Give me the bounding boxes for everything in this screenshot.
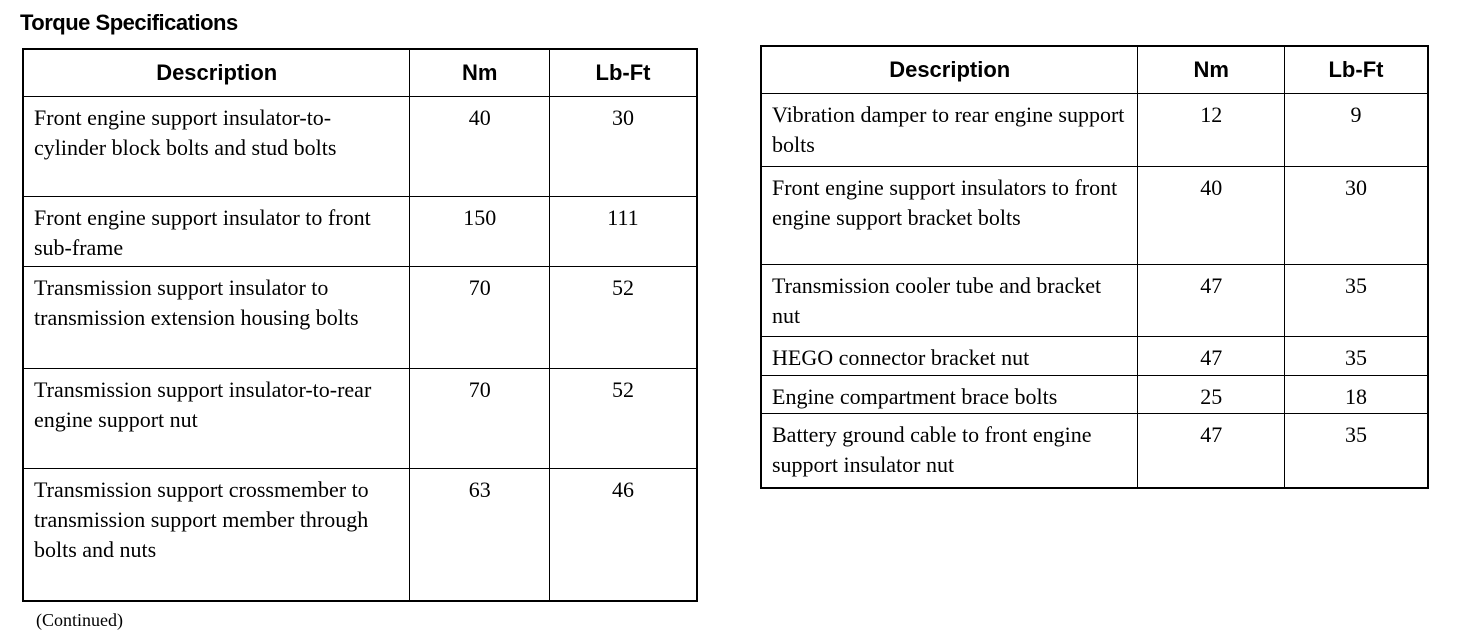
description-cell: Front engine support insulator to front … [22,195,411,267]
nm-cell: 70 [409,265,550,369]
table-row: Transmission support crossmember to tran… [22,467,698,602]
description-cell: Transmission cooler tube and bracket nut [760,263,1139,337]
header-nm: Nm [409,48,550,97]
torque-table-left: Description Nm Lb-Ft Front engine suppor… [22,48,698,602]
lbft-cell: 30 [1283,165,1429,265]
lbft-cell: 111 [548,195,698,267]
header-nm: Nm [1137,45,1285,94]
description-cell: Front engine support insulators to front… [760,165,1139,265]
header-row: Description Nm Lb-Ft [22,48,698,97]
lbft-cell: 52 [548,367,698,469]
torque-table-right: Description Nm Lb-Ft Vibration damper to… [760,45,1429,489]
header-lbft: Lb-Ft [1283,45,1429,94]
nm-cell: 47 [1137,263,1285,337]
table-row: Battery ground cable to front engine sup… [760,412,1429,489]
table-row: Transmission support insulator to transm… [22,265,698,369]
description-cell: HEGO connector bracket nut [760,335,1139,376]
description-cell: Transmission support insulator-to-rear e… [22,367,411,469]
table-row: Vibration damper to rear engine support … [760,92,1429,167]
nm-cell: 47 [1137,412,1285,489]
description-cell: Vibration damper to rear engine support … [760,92,1139,167]
nm-cell: 47 [1137,335,1285,376]
header-row: Description Nm Lb-Ft [760,45,1429,94]
description-cell: Battery ground cable to front engine sup… [760,412,1139,489]
lbft-cell: 18 [1283,374,1429,414]
nm-cell: 150 [409,195,550,267]
description-cell: Transmission support crossmember to tran… [22,467,411,602]
table-row: Transmission cooler tube and bracket nut… [760,263,1429,337]
table-row: Front engine support insulators to front… [760,165,1429,265]
table-row: HEGO connector bracket nut 47 35 [760,335,1429,376]
nm-cell: 25 [1137,374,1285,414]
description-cell: Front engine support insulator-to-cylind… [22,95,411,197]
table-row: Front engine support insulator-to-cylind… [22,95,698,197]
lbft-cell: 35 [1283,263,1429,337]
lbft-cell: 35 [1283,335,1429,376]
lbft-cell: 9 [1283,92,1429,167]
nm-cell: 63 [409,467,550,602]
nm-cell: 40 [1137,165,1285,265]
table-row: Transmission support insulator-to-rear e… [22,367,698,469]
lbft-cell: 35 [1283,412,1429,489]
page-title: Torque Specifications [20,10,238,35]
header-description: Description [22,48,411,97]
nm-cell: 12 [1137,92,1285,167]
description-cell: Transmission support insulator to transm… [22,265,411,369]
lbft-cell: 52 [548,265,698,369]
continued-note: (Continued) [36,610,123,630]
nm-cell: 70 [409,367,550,469]
description-cell: Engine compartment brace bolts [760,374,1139,414]
header-lbft: Lb-Ft [548,48,698,97]
header-description: Description [760,45,1139,94]
table-row: Engine compartment brace bolts 25 18 [760,374,1429,414]
lbft-cell: 46 [548,467,698,602]
lbft-cell: 30 [548,95,698,197]
nm-cell: 40 [409,95,550,197]
table-row: Front engine support insulator to front … [22,195,698,267]
